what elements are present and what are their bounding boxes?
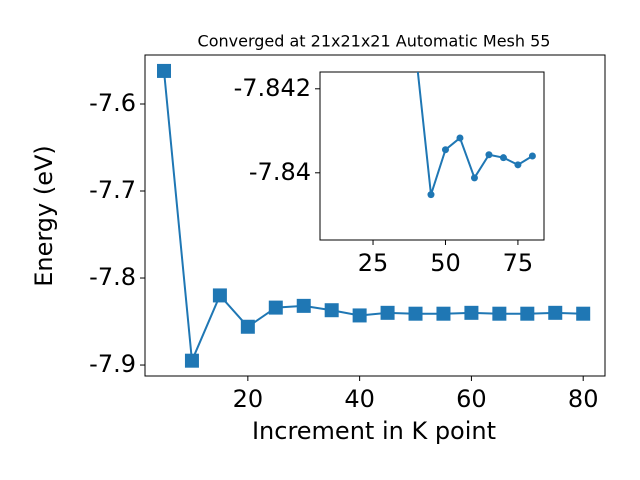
marker	[576, 306, 591, 321]
marker	[268, 300, 283, 315]
y-tick-label: -7.7	[89, 176, 136, 204]
x-tick-label: 50	[430, 249, 461, 277]
marker	[470, 174, 478, 182]
marker	[408, 306, 423, 321]
marker	[528, 152, 536, 160]
marker	[427, 191, 435, 199]
plot-area	[319, 71, 545, 241]
chart-title: Converged at 21x21x21 Automatic Mesh 55	[198, 32, 551, 51]
x-tick-label: 80	[568, 385, 599, 413]
marker	[456, 134, 464, 142]
marker	[380, 305, 395, 320]
marker	[157, 63, 172, 78]
marker	[441, 146, 449, 154]
y-axis-label: Energy (eV)	[30, 145, 58, 287]
plot-group	[157, 63, 591, 368]
marker	[240, 319, 255, 334]
marker	[492, 306, 507, 321]
marker	[352, 308, 367, 323]
y-tick-label: -7.8	[89, 263, 136, 291]
marker	[184, 353, 199, 368]
x-tick-label: 20	[233, 385, 264, 413]
marker	[548, 305, 563, 320]
marker	[520, 306, 535, 321]
x-tick-label: 75	[503, 249, 534, 277]
marker	[514, 161, 522, 169]
marker	[296, 298, 311, 313]
marker	[212, 288, 227, 303]
data-line	[163, 70, 584, 362]
y-tick-label: -7.6	[89, 89, 136, 117]
marker	[436, 306, 451, 321]
x-axis-label: Increment in K point	[252, 417, 496, 445]
x-tick-label: 40	[344, 385, 375, 413]
marker	[485, 151, 493, 159]
marker	[464, 305, 479, 320]
y-tick-label: -7.842	[234, 74, 311, 102]
marker	[499, 154, 507, 162]
y-tick-label: -7.9	[89, 350, 136, 378]
plot-group	[416, 72, 536, 199]
marker	[324, 303, 339, 318]
x-tick-label: 60	[456, 385, 487, 413]
y-tick-label: -7.84	[249, 158, 311, 186]
x-tick-label: 25	[358, 249, 389, 277]
